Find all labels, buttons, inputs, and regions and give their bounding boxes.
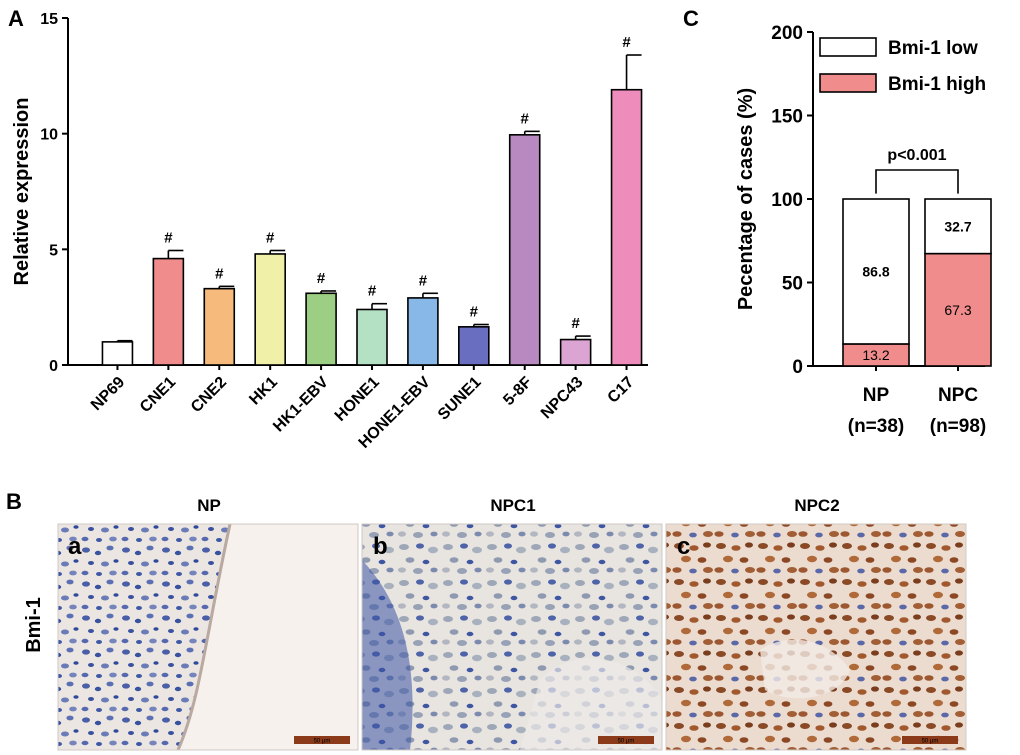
scale-bar-label-c: 50 μm bbox=[922, 739, 939, 745]
legend: Bmi-1 low Bmi-1 high bbox=[819, 37, 986, 95]
significance-mark: # bbox=[622, 34, 631, 51]
x-tick-label: HONE1 bbox=[332, 374, 383, 425]
x-tick-label: NP bbox=[863, 385, 890, 406]
x-tick-label: CNE2 bbox=[188, 374, 230, 416]
stacked-bar-segment bbox=[924, 252, 992, 367]
image-letter-a: a bbox=[68, 533, 82, 560]
y-axis-label: Relative expression bbox=[11, 98, 33, 286]
x-tick-label: NP69 bbox=[88, 374, 128, 414]
segment-value-label: 67.3 bbox=[944, 302, 971, 318]
stacked-bar-segment bbox=[924, 198, 992, 255]
bar bbox=[610, 88, 643, 366]
legend-swatch bbox=[819, 73, 877, 93]
panel-label-b: B bbox=[6, 489, 22, 514]
segment-value-label: 86.8 bbox=[862, 263, 889, 279]
significance-label: p<0.001 bbox=[887, 147, 946, 164]
x-tick-sublabel: (n=98) bbox=[930, 416, 987, 437]
segment-value-label: 13.2 bbox=[862, 347, 889, 363]
bar bbox=[356, 308, 388, 366]
image-title-np: NP bbox=[197, 496, 221, 515]
y-tick-label: 10 bbox=[40, 127, 58, 144]
significance-mark: # bbox=[215, 265, 224, 282]
ihc-image-panel: Bmi-1 NP NPC1 NPC2 a 50 μm b 50 μm bbox=[23, 496, 967, 751]
y-tick-label: 150 bbox=[771, 107, 803, 128]
bar bbox=[305, 292, 337, 366]
image-letter-c: c bbox=[677, 533, 690, 560]
y-tick-label: 100 bbox=[771, 190, 803, 211]
significance-mark: # bbox=[368, 283, 377, 300]
y-tick-label: 15 bbox=[40, 11, 58, 28]
scale-bar-b bbox=[598, 736, 654, 744]
bar bbox=[508, 134, 541, 366]
y-tick-label: 200 bbox=[771, 23, 803, 44]
y-tick-label: 0 bbox=[792, 357, 803, 378]
x-tick-sublabel: (n=38) bbox=[848, 416, 905, 437]
significance-mark: # bbox=[266, 229, 275, 246]
x-tick-label: SUNE1 bbox=[435, 374, 485, 424]
legend-swatch bbox=[819, 37, 877, 57]
y-axis-label: Pecentage of cases (%) bbox=[735, 88, 757, 310]
bar bbox=[458, 326, 490, 366]
bar-chart-relative-expression: 0 5 10 15 Relative expression NP69 # CNE1 # CNE2 #… bbox=[11, 11, 648, 452]
x-tick-label: HK1 bbox=[246, 374, 281, 409]
significance-mark: # bbox=[419, 272, 428, 289]
bar bbox=[254, 253, 286, 366]
bar bbox=[101, 341, 134, 366]
bar bbox=[203, 287, 236, 366]
bar bbox=[152, 257, 185, 366]
significance-mark: # bbox=[317, 270, 326, 287]
significance-mark: # bbox=[470, 304, 479, 321]
significance-bracket bbox=[875, 169, 959, 194]
image-title-npc1: NPC1 bbox=[490, 496, 535, 515]
significance-mark: # bbox=[571, 315, 580, 332]
x-tick-label: NPC43 bbox=[538, 374, 587, 423]
bar bbox=[559, 338, 592, 366]
scale-bar-a bbox=[294, 736, 350, 744]
legend-label: Bmi-1 low bbox=[888, 38, 978, 59]
scale-bar-c bbox=[902, 736, 958, 744]
panel-label-a: A bbox=[8, 6, 24, 31]
segment-value-label: 32.7 bbox=[944, 218, 971, 234]
image-letter-b: b bbox=[373, 533, 388, 560]
x-tick-label: NPC bbox=[938, 385, 978, 406]
scale-bar-label-a: 50 μm bbox=[314, 739, 331, 745]
legend-label: Bmi-1 high bbox=[888, 74, 986, 95]
y-tick-label: 5 bbox=[49, 242, 58, 259]
micrograph-npc2: c 50 μm bbox=[665, 523, 967, 751]
x-tick-label: HK1-EBV bbox=[270, 374, 332, 436]
scale-bar-label-b: 50 μm bbox=[618, 739, 635, 745]
panel-label-c: C bbox=[683, 6, 699, 31]
stacked-bar-segment bbox=[842, 198, 910, 345]
x-tick-label: CNE1 bbox=[137, 374, 179, 416]
bar bbox=[407, 297, 439, 366]
x-tick-label: 5-8F bbox=[500, 374, 535, 409]
significance-mark: # bbox=[164, 229, 173, 246]
micrograph-np: a 50 μm bbox=[57, 523, 359, 751]
stacked-bar-chart-bmi1: 0 50 100 150 200 Pecentage of cases (%) 13.2 86… bbox=[735, 23, 992, 437]
x-tick-label: C17 bbox=[605, 374, 638, 407]
y-tick-label: 0 bbox=[49, 358, 58, 375]
significance-mark: # bbox=[521, 110, 530, 127]
row-label-bmi1: Bmi-1 bbox=[23, 597, 45, 653]
micrograph-npc1: b 50 μm bbox=[361, 523, 663, 751]
image-title-npc2: NPC2 bbox=[794, 496, 839, 515]
y-tick-label: 50 bbox=[782, 274, 803, 295]
